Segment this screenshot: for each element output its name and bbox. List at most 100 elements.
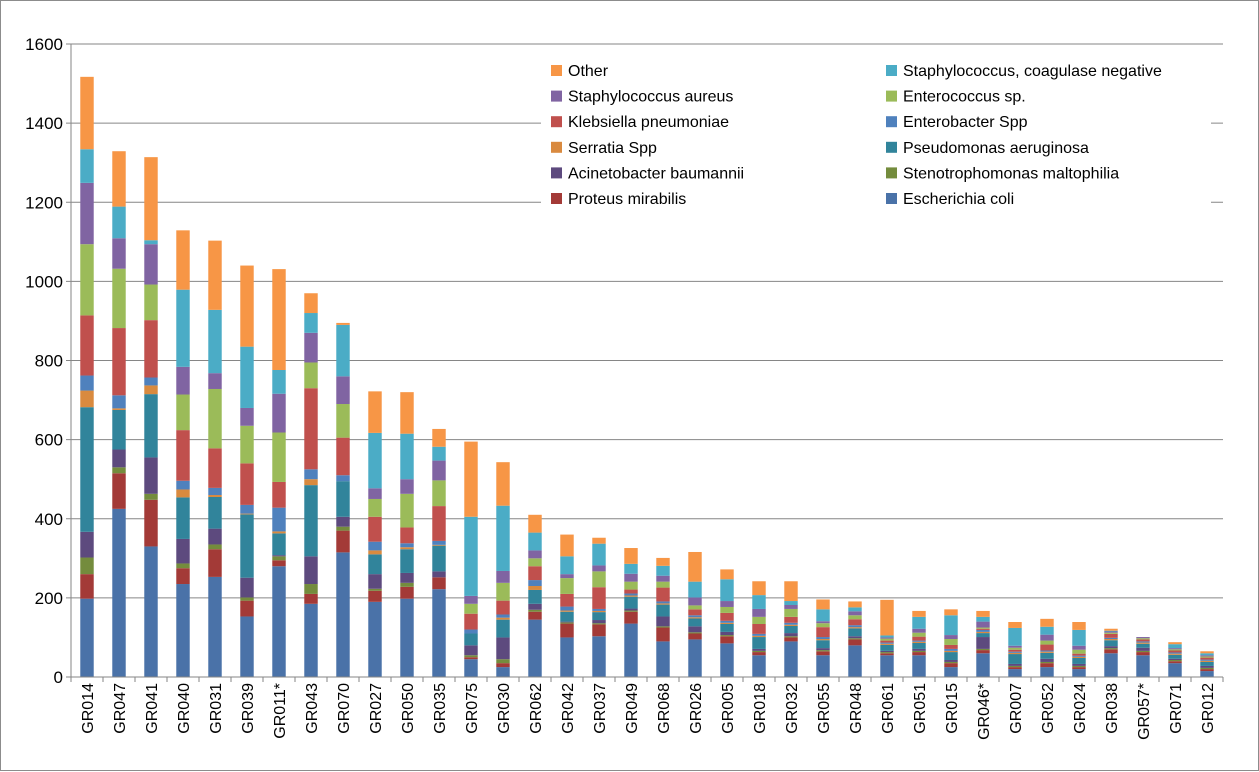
- bar-segment-escherichia-coli-gr030: [496, 667, 510, 677]
- bar-segment-staphylococcus-aureus-gr027: [368, 488, 382, 499]
- bar-segment-stenotrophomonas-maltophilia-gr048: [848, 638, 862, 640]
- bar-segment-enterococcus-sp-gr032: [784, 608, 798, 617]
- bar-segment-klebsiella-pneumoniae-gr055: [816, 627, 830, 638]
- bar-segment-serratia-spp-gr032: [784, 624, 798, 626]
- bar-segment-staphylococcus-aureus-gr052: [1040, 634, 1054, 641]
- bar-segment-other-gr024: [1072, 622, 1086, 630]
- bar-segment-serratia-spp-gr071: [1168, 653, 1182, 655]
- bar-segment-staphylococcus-aureus-gr039: [240, 407, 254, 426]
- bar-segment-pseudomonas-aeruginosa-gr011: [272, 533, 286, 556]
- bar-segment-other-gr051: [912, 610, 926, 617]
- bar-segment-acinetobacter-baumannii-gr038: [1104, 646, 1118, 649]
- bar-segment-staphylococcus-coagulase-negative-gr061: [880, 635, 894, 638]
- bar-segment-escherichia-coli-gr062: [528, 619, 542, 677]
- bar-segment-klebsiella-pneumoniae-gr050: [400, 527, 414, 544]
- bar-segment-escherichia-coli-gr011: [272, 566, 286, 677]
- bar-segment-staphylococcus-aureus-gr031: [208, 373, 222, 389]
- legend-swatch-klebsiella-pneumoniae: [551, 116, 562, 128]
- bar-segment-serratia-spp-gr061: [880, 643, 894, 645]
- x-tick-label: GR048: [848, 683, 865, 734]
- bar-segment-stenotrophomonas-maltophilia-gr062: [528, 609, 542, 612]
- bar-segment-escherichia-coli-gr049: [624, 623, 638, 677]
- bar-segment-pseudomonas-aeruginosa-gr037: [592, 612, 606, 621]
- bar-segment-acinetobacter-baumannii-gr030: [496, 637, 510, 660]
- legend-label-escherichia-coli: Escherichia coli: [903, 191, 1014, 208]
- bar-segment-enterococcus-sp-gr014: [80, 244, 94, 316]
- bar-segment-staphylococcus-aureus-gr061: [880, 637, 894, 639]
- bar-segment-enterococcus-sp-gr012: [1200, 656, 1214, 658]
- bar-segment-klebsiella-pneumoniae-gr037: [592, 587, 606, 609]
- x-tick-label: GR031: [208, 683, 225, 734]
- legend-swatch-enterococcus-sp: [886, 90, 897, 102]
- bar-segment-acinetobacter-baumannii-gr048: [848, 636, 862, 639]
- bar-segment-pseudomonas-aeruginosa-gr062: [528, 589, 542, 604]
- x-tick-label: GR075: [464, 683, 481, 734]
- bar-segment-pseudomonas-aeruginosa-gr038: [1104, 640, 1118, 647]
- bar-segment-acinetobacter-baumannii-gr027: [368, 574, 382, 589]
- bar-segment-acinetobacter-baumannii-gr014: [80, 531, 94, 558]
- x-tick-label: GR055: [816, 683, 833, 734]
- bar-segment-acinetobacter-baumannii-gr018: [752, 648, 766, 651]
- legend-label-serratia-spp: Serratia Spp: [568, 140, 657, 157]
- bar-segment-escherichia-coli-gr038: [1104, 653, 1118, 677]
- bar-segment-serratia-spp-gr005: [720, 622, 734, 624]
- bar-segment-serratia-spp-gr035: [432, 544, 446, 546]
- bar-segment-stenotrophomonas-maltophilia-gr027: [368, 588, 382, 591]
- bar-segment-other-gr041: [144, 157, 158, 241]
- bar-segment-other-gr046: [976, 610, 990, 617]
- bar-segment-serratia-spp-gr007: [1008, 652, 1022, 655]
- bar-segment-proteus-mirabilis-gr052: [1040, 663, 1054, 668]
- bar-segment-staphylococcus-coagulase-negative-gr018: [752, 595, 766, 609]
- x-tick-label: GR012: [1200, 683, 1217, 734]
- bar-segment-stenotrophomonas-maltophilia-gr005: [720, 635, 734, 637]
- bar-segment-enterococcus-sp-gr047: [112, 268, 126, 329]
- bar-segment-serratia-spp-gr039: [240, 513, 254, 515]
- bar-segment-pseudomonas-aeruginosa-gr031: [208, 496, 222, 529]
- bar-segment-enterococcus-sp-gr049: [624, 581, 638, 590]
- bar-segment-stenotrophomonas-maltophilia-gr011: [272, 556, 286, 561]
- bar-segment-staphylococcus-aureus-gr047: [112, 238, 126, 269]
- bar-segment-staphylococcus-coagulase-negative-gr014: [80, 149, 94, 183]
- bar-segment-serratia-spp-gr049: [624, 595, 638, 597]
- bar-segment-enterococcus-sp-gr043: [304, 362, 318, 389]
- bar-segment-proteus-mirabilis-gr035: [432, 577, 446, 590]
- x-tick-label: GR005: [720, 683, 737, 734]
- bar-segment-klebsiella-pneumoniae-gr030: [496, 600, 510, 615]
- bar-segment-other-gr035: [432, 428, 446, 447]
- bar-segment-staphylococcus-coagulase-negative-gr068: [656, 565, 670, 576]
- bar-segment-serratia-spp-gr043: [304, 479, 318, 486]
- bar-segment-acinetobacter-baumannii-gr068: [656, 616, 670, 627]
- x-tick-label: GR068: [656, 683, 673, 734]
- bar-segment-staphylococcus-coagulase-negative-gr042: [560, 556, 574, 575]
- legend-label-staphylococcus-aureus: Staphylococcus aureus: [568, 89, 733, 106]
- y-tick-label: 400: [35, 510, 63, 529]
- x-tick-label: GR062: [528, 683, 545, 734]
- bar-segment-klebsiella-pneumoniae-gr014: [80, 315, 94, 376]
- bar-segment-escherichia-coli-gr057: [1136, 655, 1150, 677]
- bar-segment-acinetobacter-baumannii-gr032: [784, 633, 798, 637]
- bar-segment-staphylococcus-coagulase-negative-gr070: [336, 324, 350, 377]
- bar-segment-acinetobacter-baumannii-gr062: [528, 603, 542, 610]
- bar-segment-staphylococcus-coagulase-negative-gr026: [688, 581, 702, 598]
- bar-segment-staphylococcus-aureus-gr071: [1168, 648, 1182, 650]
- bar-segment-klebsiella-pneumoniae-gr035: [432, 506, 446, 541]
- bar-segment-proteus-mirabilis-gr012: [1200, 669, 1214, 672]
- bar-segment-serratia-spp-gr037: [592, 610, 606, 613]
- bar-segment-klebsiella-pneumoniae-gr061: [880, 640, 894, 643]
- bar-segment-escherichia-coli-gr075: [464, 659, 478, 677]
- bar-segment-escherichia-coli-gr055: [816, 655, 830, 677]
- bar-segment-staphylococcus-aureus-gr026: [688, 597, 702, 606]
- bar-segment-enterobacter-spp-gr015: [944, 648, 958, 651]
- bar-segment-klebsiella-pneumoniae-gr047: [112, 328, 126, 396]
- bar-segment-acinetobacter-baumannii-gr075: [464, 645, 478, 656]
- bar-segment-escherichia-coli-gr042: [560, 637, 574, 677]
- bar-segment-stenotrophomonas-maltophilia-gr037: [592, 623, 606, 625]
- bar-segment-klebsiella-pneumoniae-gr048: [848, 619, 862, 626]
- bar-segment-enterococcus-sp-gr052: [1040, 640, 1054, 645]
- x-tick-label: GR046*: [976, 683, 993, 740]
- x-tick-label: GR061: [880, 683, 897, 734]
- bar-segment-klebsiella-pneumoniae-gr049: [624, 589, 638, 594]
- bar-segment-escherichia-coli-gr037: [592, 636, 606, 677]
- bar-segment-enterobacter-spp-gr055: [816, 637, 830, 640]
- x-tick-label: GR037: [592, 683, 609, 734]
